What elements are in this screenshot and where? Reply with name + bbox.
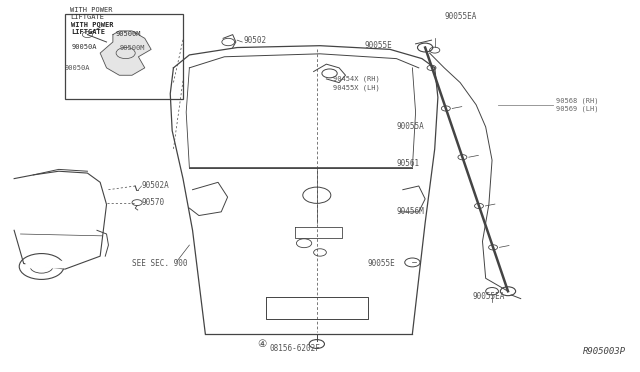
Text: 90050A: 90050A — [65, 65, 91, 71]
Text: 90455X (LH): 90455X (LH) — [333, 85, 380, 92]
Text: 90570: 90570 — [141, 198, 164, 207]
Text: WITH POWER
LIFTGATE: WITH POWER LIFTGATE — [72, 22, 114, 35]
Text: R905003P: R905003P — [583, 347, 626, 356]
Text: 90456M: 90456M — [396, 207, 424, 217]
Text: 90569 (LH): 90569 (LH) — [556, 105, 598, 112]
Text: 90055E: 90055E — [368, 259, 396, 268]
Text: WITH POWER
LIFTGATE: WITH POWER LIFTGATE — [70, 7, 113, 20]
Text: 90502A: 90502A — [141, 182, 170, 190]
Text: 90561: 90561 — [396, 159, 420, 169]
Text: 90055EA: 90055EA — [473, 292, 506, 301]
Text: 90568 (RH): 90568 (RH) — [556, 98, 598, 104]
Text: SEE SEC. 900: SEE SEC. 900 — [132, 259, 188, 268]
Text: 90050A: 90050A — [72, 44, 97, 50]
Text: 08156-6202F: 08156-6202F — [269, 344, 320, 353]
Text: 90055EA: 90055EA — [444, 12, 477, 21]
Text: 90454X (RH): 90454X (RH) — [333, 76, 380, 82]
Text: ④: ④ — [257, 339, 266, 349]
Text: 90500M: 90500M — [116, 31, 141, 37]
Polygon shape — [100, 31, 151, 75]
Text: 90055A: 90055A — [396, 122, 424, 131]
Text: 90055E: 90055E — [365, 41, 392, 50]
Bar — [65, 14, 183, 99]
Text: 90500M: 90500M — [119, 45, 145, 51]
Text: 90502: 90502 — [244, 36, 267, 45]
